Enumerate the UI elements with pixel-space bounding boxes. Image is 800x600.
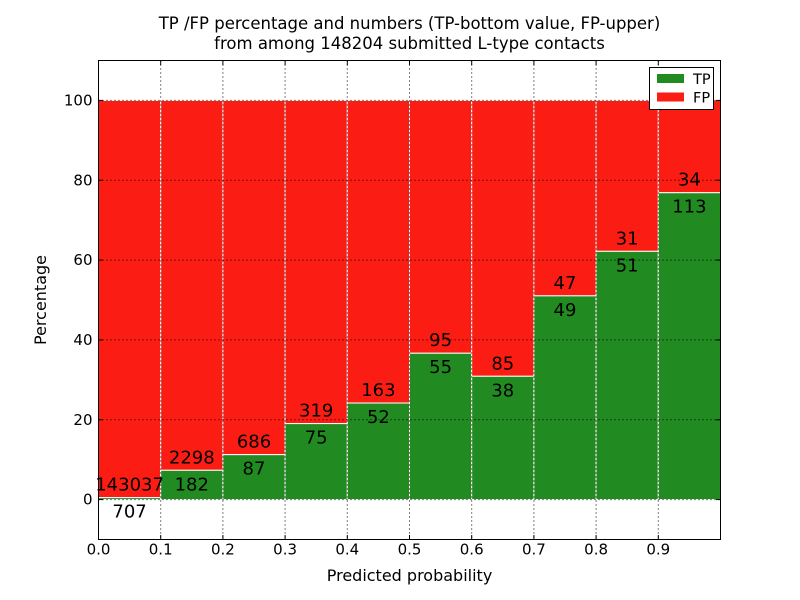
legend-label-tp: TP (692, 72, 711, 88)
tp-count-label: 707 (112, 502, 146, 523)
fp-count-label: 686 (237, 432, 271, 453)
fp-bar-segment (533, 99, 597, 297)
fp-count-label: 34 (678, 170, 701, 191)
y-tick-label: 60 (73, 251, 92, 269)
tp-count-label: 49 (554, 300, 577, 321)
x-tick-label: 0.0 (87, 541, 111, 559)
fp-bar-segment (595, 99, 659, 252)
y-tick-label: 100 (64, 91, 93, 109)
x-tick-label: 0.1 (149, 541, 173, 559)
x-axis-label: Predicted probability (327, 566, 493, 585)
fp-count-label: 163 (361, 380, 395, 401)
fp-bar-segment (98, 99, 162, 499)
fp-count-label: 47 (554, 273, 577, 294)
tp-bar-segment (471, 375, 535, 501)
tp-bar-segment (222, 454, 286, 501)
fp-count-label: 143037 (95, 475, 164, 496)
fp-bar-segment (346, 99, 410, 404)
fp-bar-segment (657, 99, 721, 194)
tp-bar-segment (657, 192, 721, 501)
x-tick-label: 0.6 (460, 541, 484, 559)
fp-count-label: 319 (299, 401, 333, 422)
x-tick-label: 0.2 (211, 541, 235, 559)
chart-title-line1: TP /FP percentage and numbers (TP-bottom… (158, 14, 661, 33)
fp-bar-segment (160, 99, 224, 471)
chart-title-line2: from among 148204 submitted L-type conta… (214, 34, 605, 53)
fp-bar-segment (284, 99, 348, 425)
fp-bar-segment (409, 99, 473, 354)
legend-swatch-fp (657, 92, 684, 102)
x-tick-label: 0.8 (584, 541, 608, 559)
legend-swatch-tp (657, 74, 684, 83)
y-axis-label: Percentage (31, 255, 50, 345)
fp-count-label: 31 (616, 228, 639, 249)
legend: TP FP (649, 67, 714, 110)
tp-count-label: 51 (616, 255, 639, 276)
fp-bar-segment (222, 99, 286, 456)
fp-count-label: 85 (491, 353, 514, 374)
tp-count-label: 52 (367, 407, 390, 428)
x-tick-label: 0.9 (646, 541, 670, 559)
x-tick-label: 0.4 (335, 541, 359, 559)
x-tick-label: 0.5 (398, 541, 422, 559)
fp-bar-segment (471, 99, 535, 377)
tick-labels-group: 0.0 0.1 0.2 0.3 0.4 0.5 0.6 0.7 0.8 0.9 0 20 40 60 80 1… (64, 91, 670, 558)
tp-count-label: 87 (243, 459, 266, 480)
bars-group (98, 99, 721, 501)
x-tick-label: 0.7 (522, 541, 546, 559)
y-tick-label: 0 (83, 491, 93, 509)
plot-border (98, 60, 721, 540)
y-tick-label: 20 (73, 411, 92, 429)
tp-count-label: 113 (672, 197, 706, 218)
fp-count-label: 95 (429, 330, 452, 351)
y-tick-label: 80 (73, 171, 92, 189)
tp-count-label: 38 (491, 380, 514, 401)
y-tick-label: 40 (73, 331, 92, 349)
tp-bar-segment (409, 352, 473, 501)
tp-bar-segment (595, 250, 659, 501)
tp-count-label: 182 (175, 474, 209, 495)
fp-count-label: 2298 (169, 447, 215, 468)
tp-count-label: 55 (429, 357, 452, 378)
x-tick-label: 0.3 (273, 541, 297, 559)
legend-label-fp: FP (693, 91, 710, 107)
bar-labels-group: 143037 707 2298 182 686 87 319 75 163 52 95 55 85 38 4… (95, 170, 706, 523)
tp-count-label: 75 (305, 428, 328, 449)
tp-bar-segment (533, 295, 597, 501)
